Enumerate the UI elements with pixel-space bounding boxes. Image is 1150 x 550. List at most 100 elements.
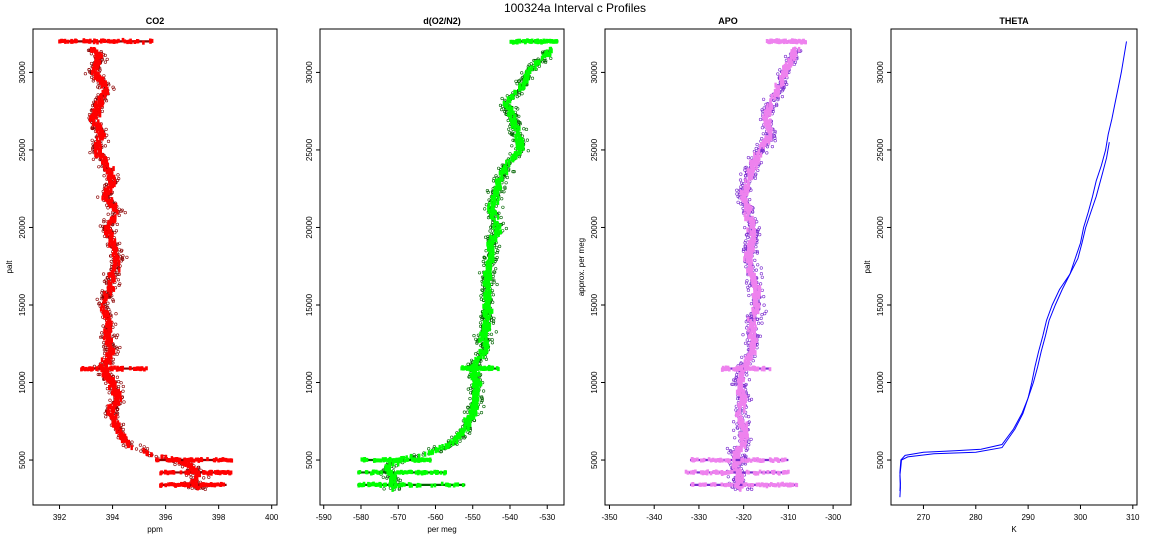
data-point	[393, 479, 397, 485]
data-point	[760, 313, 764, 317]
data-point	[389, 458, 393, 463]
data-point	[444, 482, 448, 487]
data-point	[396, 457, 399, 462]
data-point	[475, 363, 479, 368]
data-point	[103, 291, 106, 297]
data-point	[107, 185, 110, 191]
data-point	[145, 366, 148, 371]
data-point	[99, 127, 102, 132]
data-point	[476, 405, 479, 411]
data-point	[113, 182, 116, 188]
data-point	[88, 151, 92, 155]
data-point	[99, 79, 102, 85]
data-point	[102, 298, 105, 304]
data-point	[481, 325, 485, 331]
data-point	[499, 229, 502, 235]
data-point	[765, 151, 769, 155]
data-point	[367, 481, 370, 486]
data-point	[97, 86, 101, 90]
data-point	[460, 366, 463, 371]
data-point	[756, 321, 761, 325]
plot-frame	[32, 28, 278, 506]
data-point	[418, 453, 421, 459]
data-point	[503, 185, 507, 189]
data-point	[126, 40, 129, 45]
data-point	[117, 400, 120, 406]
data-point	[512, 94, 515, 100]
data-point	[742, 370, 745, 376]
data-point	[103, 347, 108, 352]
data-point	[461, 483, 465, 488]
data-point	[746, 415, 751, 419]
y-tick-label: 30000	[305, 61, 314, 84]
data-point	[479, 400, 484, 404]
data-point	[383, 457, 387, 462]
data-point	[748, 198, 752, 202]
data-point	[511, 109, 514, 115]
data-point	[506, 96, 510, 102]
data-point	[98, 53, 101, 59]
data-point	[106, 192, 109, 198]
data-point	[108, 374, 112, 380]
y-tick-label: 20000	[590, 216, 599, 239]
data-point	[110, 202, 113, 208]
data-point	[94, 142, 97, 147]
data-point	[384, 468, 388, 474]
data-point	[489, 366, 492, 371]
data-point	[488, 262, 491, 267]
data-point	[514, 79, 518, 83]
data-point	[220, 470, 223, 475]
data-point	[531, 65, 534, 71]
data-point	[761, 139, 765, 145]
data-point	[753, 258, 757, 263]
data-point	[109, 39, 113, 44]
data-point	[534, 65, 537, 71]
data-point	[501, 205, 505, 209]
data-point	[99, 122, 102, 128]
data-point	[476, 358, 479, 364]
data-point	[407, 469, 411, 474]
y-tick-label: 15000	[305, 293, 314, 316]
data-point	[731, 428, 736, 432]
data-point	[485, 282, 489, 287]
data-point	[759, 316, 763, 321]
y-tick-label: 25000	[590, 138, 599, 161]
data-point	[116, 256, 119, 262]
data-point	[403, 482, 406, 487]
data-point	[71, 39, 74, 44]
data-point	[436, 447, 440, 453]
data-point	[484, 350, 487, 356]
data-point	[371, 482, 375, 486]
data-point	[184, 470, 187, 475]
data-point	[115, 352, 119, 356]
data-point	[112, 269, 115, 275]
data-point	[735, 448, 738, 454]
data-point	[465, 418, 468, 424]
data-point	[91, 79, 95, 83]
data-point	[514, 135, 518, 141]
data-point	[101, 367, 105, 372]
data-point	[486, 327, 489, 332]
data-point	[109, 360, 112, 366]
data-point	[778, 68, 782, 72]
data-point	[743, 241, 747, 245]
data-point	[229, 470, 233, 475]
data-point	[480, 348, 483, 354]
data-point	[105, 340, 108, 346]
data-point	[484, 342, 488, 348]
x-tick-label: 394	[106, 513, 120, 522]
data-point	[761, 97, 766, 101]
data-point	[468, 397, 472, 401]
data-point	[487, 266, 490, 272]
data-point	[106, 189, 109, 194]
x-tick-label: 400	[265, 513, 279, 522]
data-point	[383, 482, 387, 487]
data-point	[480, 316, 484, 320]
data-point	[487, 338, 492, 342]
data-point	[510, 123, 514, 129]
data-point	[86, 39, 89, 44]
data-point	[379, 458, 382, 463]
data-point	[376, 458, 380, 463]
data-point	[139, 449, 143, 453]
data-point	[107, 190, 111, 196]
